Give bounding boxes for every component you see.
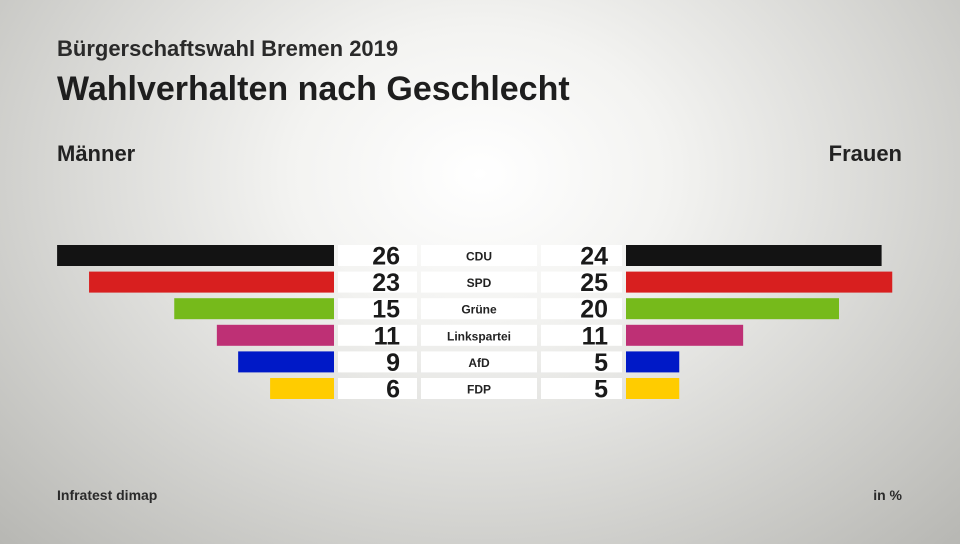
value-box-right-linkspartei [541,324,622,346]
value-label-maenner-linkspartei: 11 [374,322,401,350]
bar-frauen-cdu [626,245,882,266]
value-label-maenner-cdu: 26 [372,243,400,271]
party-box-gr-ne [421,298,537,320]
bar-frauen-spd [626,271,893,293]
value-box-left-cdu [338,245,417,266]
value-label-frauen-spd: 25 [580,269,608,297]
value-box-left-linkspartei [338,324,417,346]
party-box-spd [421,271,537,293]
chart-title: Wahlverhalten nach Geschlecht [57,70,570,108]
series-label-right: Frauen [828,141,902,166]
value-box-right-gr-ne [541,298,622,320]
value-label-frauen-gr-ne: 20 [580,296,608,324]
chart-subtitle: Bürgerschaftswahl Bremen 2019 [57,36,399,61]
party-box-fdp [421,378,537,399]
value-label-maenner-afd: 9 [386,349,400,377]
source-label: Infratest dimap [57,487,158,503]
value-label-frauen-fdp: 5 [594,376,608,404]
bar-maenner-cdu [57,245,334,266]
category-label-gr-ne: Grüne [461,303,497,317]
unit-label: in % [873,487,902,503]
value-box-right-fdp [541,378,622,399]
value-label-maenner-gr-ne: 15 [372,296,400,324]
category-label-fdp: FDP [467,383,491,397]
value-box-left-afd [338,351,417,373]
value-box-left-fdp [338,378,417,399]
party-box-cdu [421,245,537,266]
value-box-right-spd [541,271,622,293]
bar-frauen-afd [626,351,680,373]
bar-frauen-linkspartei [626,324,744,346]
value-label-maenner-spd: 23 [372,269,400,297]
bar-maenner-spd [89,271,334,293]
bar-frauen-fdp [626,378,680,399]
bar-maenner-gr-ne [174,298,334,320]
bar-frauen-gr-ne [626,298,839,320]
value-box-right-afd [541,351,622,373]
bar-maenner-afd [238,351,334,373]
bar-maenner-fdp [270,378,334,399]
value-label-frauen-afd: 5 [594,349,608,377]
category-label-linkspartei: Linkspartei [447,329,511,343]
value-box-right-cdu [541,245,622,266]
party-box-afd [421,351,537,373]
category-label-cdu: CDU [466,250,492,264]
value-box-left-gr-ne [338,298,417,320]
series-label-left: Männer [57,141,136,166]
category-label-spd: SPD [467,276,492,290]
value-label-maenner-fdp: 6 [386,376,400,404]
party-box-linkspartei [421,324,537,346]
value-box-left-spd [338,271,417,293]
bar-maenner-linkspartei [216,324,334,346]
value-label-frauen-cdu: 24 [580,243,608,271]
category-label-afd: AfD [468,356,490,370]
value-label-frauen-linkspartei: 11 [582,322,609,350]
